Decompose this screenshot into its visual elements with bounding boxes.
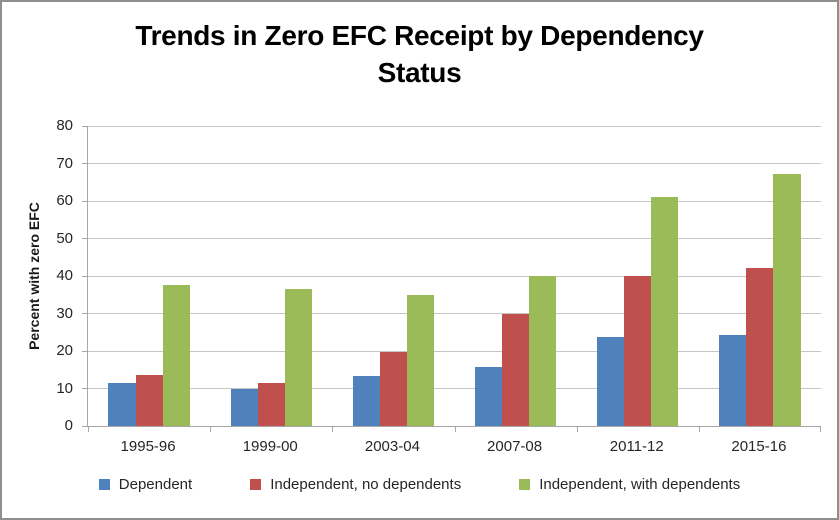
gridline-50: [88, 238, 821, 239]
y-tick-label-40: 40: [56, 267, 73, 284]
bar-dependent-1999-00: [230, 388, 258, 426]
bar-independent-no-dependents-2007-08: [502, 313, 530, 426]
bar-independent-no-dependents-2015-16: [746, 267, 774, 426]
gridline-80: [88, 125, 821, 127]
x-axis-labels: 1995-96 1999-00 2003-04 2007-08 2011-12 2015-…: [87, 438, 820, 458]
bar-dependent-2007-08: [474, 367, 502, 426]
x-label-2015-16: 2015-16: [731, 438, 787, 455]
bar-independent-with-dependents-2003-04: [406, 295, 435, 426]
legend-swatch-icon: [250, 479, 262, 490]
legend-swatch-icon: [98, 479, 110, 490]
y-tick-mark-40: [82, 275, 87, 277]
y-tick-label-20: 20: [56, 342, 73, 359]
y-tick-label-10: 10: [56, 379, 73, 397]
legend-label: Independent, with dependents: [539, 476, 741, 493]
plot-area: [87, 125, 821, 432]
x-tick-mark-1: [210, 427, 212, 432]
bar-dependent-2015-16: [719, 335, 747, 426]
gridline-70: [88, 163, 821, 164]
gridline-60: [88, 200, 821, 202]
bar-dependent-1995-96: [108, 382, 136, 426]
legend-item-independent-no-dependents: Independent, no dependents: [250, 476, 461, 493]
y-tick-mark-0: [82, 425, 87, 427]
x-tick-mark-6: [820, 427, 821, 432]
bar-dependent-2003-04: [352, 375, 380, 426]
y-tick-label-70: 70: [56, 154, 73, 172]
legend-swatch-icon: [519, 479, 531, 490]
bar-independent-no-dependents-2011-12: [624, 276, 652, 426]
x-tick-mark-0: [88, 427, 89, 432]
x-tick-mark-5: [698, 427, 700, 432]
x-label-1999-00: 1999-00: [242, 438, 298, 455]
bar-independent-with-dependents-1999-00: [284, 288, 312, 426]
x-label-2003-04: 2003-04: [364, 438, 420, 455]
legend: Dependent Independent, no dependents Indep…: [2, 476, 837, 493]
y-axis: 0 10 20 30 40 50 60 70 80: [2, 117, 87, 434]
y-tick-label-0: 0: [64, 417, 73, 434]
gridline-40: [88, 275, 821, 277]
bar-independent-no-dependents-1995-96: [135, 374, 163, 426]
y-tick-mark-80: [82, 125, 87, 127]
y-tick-mark-30: [82, 313, 87, 314]
y-tick-label-60: 60: [56, 192, 73, 209]
gridline-20: [88, 350, 821, 352]
bar-independent-with-dependents-2007-08: [529, 276, 557, 426]
x-tick-mark-2: [332, 427, 334, 432]
bar-independent-no-dependents-2003-04: [379, 352, 407, 426]
legend-item-independent-with-dependents: Independent, with dependents: [519, 476, 740, 493]
y-tick-label-30: 30: [56, 304, 73, 322]
bar-dependent-2011-12: [597, 337, 625, 426]
legend-item-dependent: Dependent: [98, 476, 193, 493]
x-label-2007-08: 2007-08: [487, 438, 543, 455]
x-tick-mark-4: [576, 427, 578, 432]
gridline-30: [88, 313, 821, 314]
legend-label: Independent, no dependents: [270, 476, 462, 493]
legend-label: Dependent: [118, 476, 193, 493]
bar-independent-no-dependents-1999-00: [257, 382, 285, 426]
y-tick-mark-50: [82, 238, 87, 239]
bar-independent-with-dependents-2011-12: [651, 197, 679, 426]
gridline-10: [88, 388, 821, 389]
y-tick-label-50: 50: [56, 229, 73, 247]
bar-independent-with-dependents-2015-16: [773, 173, 801, 426]
x-label-2011-12: 2011-12: [609, 438, 664, 455]
y-tick-mark-10: [82, 388, 87, 389]
y-tick-label-80: 80: [56, 117, 73, 134]
bar-independent-with-dependents-1995-96: [162, 285, 190, 426]
x-label-1995-96: 1995-96: [120, 438, 176, 455]
y-tick-mark-20: [82, 350, 87, 352]
x-tick-mark-3: [454, 427, 456, 432]
y-tick-mark-60: [82, 200, 87, 202]
chart-title: Trends in Zero EFC Receipt by Dependency…: [135, 20, 704, 88]
y-tick-mark-70: [82, 163, 87, 164]
